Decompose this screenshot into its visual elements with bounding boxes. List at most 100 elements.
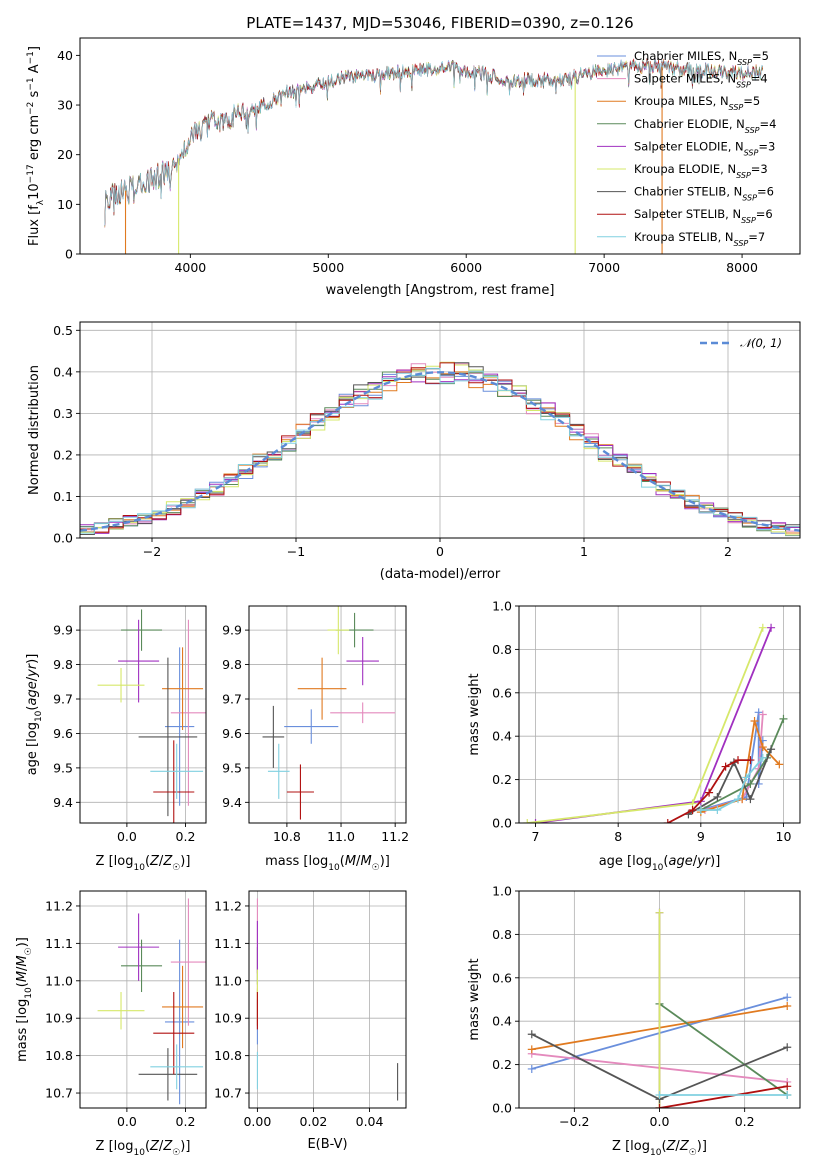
panel-massweight-vs-Z: −0.2 0.0 0.20.00.20.40.60.81.0Z [log10(Z/Z… — [467, 884, 801, 1158]
y-tick-label: 10.9 — [214, 1011, 242, 1026]
y-tick-label: 9.8 — [222, 657, 242, 672]
x-tick-label: −2 — [143, 544, 161, 559]
label-part: ☉ — [24, 947, 34, 955]
y-tick-label: 9.4 — [53, 795, 73, 810]
y-tick-label: 0.8 — [492, 642, 512, 657]
errorbar-kroupa-stelib — [267, 743, 290, 799]
legend-ssp: SSP — [736, 171, 751, 180]
axes-frame — [248, 605, 407, 824]
errorbar-kroupa-miles — [297, 657, 347, 720]
label-part: ☉ — [172, 863, 180, 873]
label-part: 10 — [34, 710, 44, 722]
y-tick-label: 0.4 — [492, 1014, 512, 1029]
y-tick-label: 0.0 — [492, 816, 512, 831]
panel-age-vs-Z: 0.0 0.29.49.59.69.79.89.9Z [log10(Z/Z☉)]a… — [25, 605, 207, 873]
x-tick-label: 2 — [724, 544, 732, 559]
plot-content — [80, 361, 800, 537]
series-marker — [688, 805, 697, 814]
panel-mass-vs-ebv: 0.00 0.02 0.04 10.7 10.8 10.9 11.0 11.1 11.2 E(B-… — [214, 890, 407, 1152]
label-part: / — [356, 854, 361, 869]
errorbar-salpeter-miles — [330, 702, 396, 724]
series-marker — [527, 1045, 536, 1054]
y-tick-label: 0.6 — [492, 685, 512, 700]
label-part: 10 — [652, 863, 664, 873]
series-marker — [531, 819, 540, 823]
series-marker — [734, 795, 743, 804]
series-marker — [527, 1064, 536, 1073]
y-tick-label: 11.1 — [45, 936, 73, 951]
legend-ssp: SSP — [741, 216, 756, 225]
y-tick-label: 1.0 — [492, 884, 512, 899]
series-marker — [767, 745, 776, 754]
y-tick-label: 9.6 — [222, 726, 242, 741]
label-part: Z [log — [612, 1139, 650, 1154]
series-marker — [758, 710, 767, 719]
x-tick-label: 0.0 — [650, 1114, 670, 1129]
errorbar-chabrier-miles — [284, 709, 339, 744]
x-axis-label: E(B-V) — [307, 1137, 347, 1152]
x-tick-label: 0.0 — [117, 1114, 137, 1129]
errorbar-salpeter-miles — [170, 619, 206, 806]
series-marker — [783, 993, 792, 1002]
legend-label: Salpeter ELODIE, N — [634, 139, 744, 153]
series-marker — [758, 753, 767, 762]
x-axis-label: Z [log10(Z/Z☉)] — [96, 1139, 191, 1158]
label-part: )] — [15, 937, 30, 947]
legend-label: Chabrier MILES, N — [634, 49, 737, 63]
y-tick-label: 10.7 — [45, 1086, 73, 1101]
series-marker — [758, 743, 767, 752]
errorbar-salpeter-stelib — [153, 740, 195, 823]
series-marker — [750, 717, 759, 726]
y-tick-label: 10.8 — [214, 1048, 242, 1063]
errorbar-salpeter-stelib — [153, 992, 195, 1075]
label-part: −17 — [26, 164, 36, 183]
legend-tail: =5 — [743, 94, 760, 108]
y-axis-label: age [log10(age/yr)] — [25, 654, 44, 776]
legend-ssp: SSP — [744, 148, 759, 157]
label-part: 10 — [650, 1148, 662, 1158]
normal-curve — [80, 371, 800, 532]
x-tick-label: 10 — [776, 829, 792, 844]
errorbar-chabrier-stelib — [262, 705, 285, 768]
y-tick-label: 9.7 — [53, 692, 73, 707]
x-axis-label: age [log10(age/yr)] — [599, 854, 721, 873]
plot-content — [523, 623, 788, 823]
series-marker — [523, 819, 532, 823]
errorbar-kroupa-elodie — [97, 668, 145, 703]
legend-entry: Salpeter STELIB, NSSP=6 — [634, 207, 773, 225]
label-part: A — [27, 64, 42, 77]
errorbar-salpeter-elodie — [346, 637, 379, 686]
legend-ssp: SSP — [736, 80, 751, 89]
label-part: mass [log — [15, 999, 30, 1062]
y-tick-label: 0.2 — [492, 1057, 512, 1072]
series-line-salpeter-elodie — [535, 627, 772, 823]
label-part: M — [15, 971, 30, 982]
label-part: s — [27, 90, 42, 101]
errorbar-kroupa-elodie — [327, 606, 350, 655]
errorbar-kroupa-miles — [162, 647, 204, 730]
legend-entry: Chabrier STELIB, NSSP=6 — [634, 185, 774, 203]
label-part: Z — [149, 854, 160, 869]
legend-label: Kroupa ELODIE, N — [634, 162, 736, 176]
label-part: ( — [145, 1139, 150, 1154]
legend-label: Chabrier STELIB, N — [634, 185, 742, 199]
y-tick-label: 10.8 — [45, 1048, 73, 1063]
series-marker — [754, 708, 763, 717]
plot-content — [97, 609, 206, 823]
label-part: )] — [180, 854, 190, 869]
series-marker — [663, 819, 672, 823]
label-part: ☉ — [372, 863, 380, 873]
x-tick-label: 10.8 — [273, 829, 301, 844]
legend-entry: Kroupa ELODIE, NSSP=3 — [634, 162, 768, 180]
y-tick-label: 9.9 — [53, 623, 73, 638]
x-tick-label: 7000 — [588, 260, 620, 275]
legend-label: Kroupa STELIB, N — [634, 230, 734, 244]
label-part: age — [668, 854, 692, 869]
figure-title: PLATE=1437, MJD=53046, FIBERID=0390, z=0… — [246, 14, 633, 32]
legend-ssp: SSP — [729, 103, 744, 112]
errorbar-kroupa-stelib — [150, 1044, 204, 1090]
x-axis-label: Z [log10(Z/Z☉)] — [96, 854, 191, 873]
label-part: 10 — [27, 183, 42, 200]
label-part: 10 — [133, 1148, 145, 1158]
y-tick-label: 11.1 — [214, 936, 242, 951]
